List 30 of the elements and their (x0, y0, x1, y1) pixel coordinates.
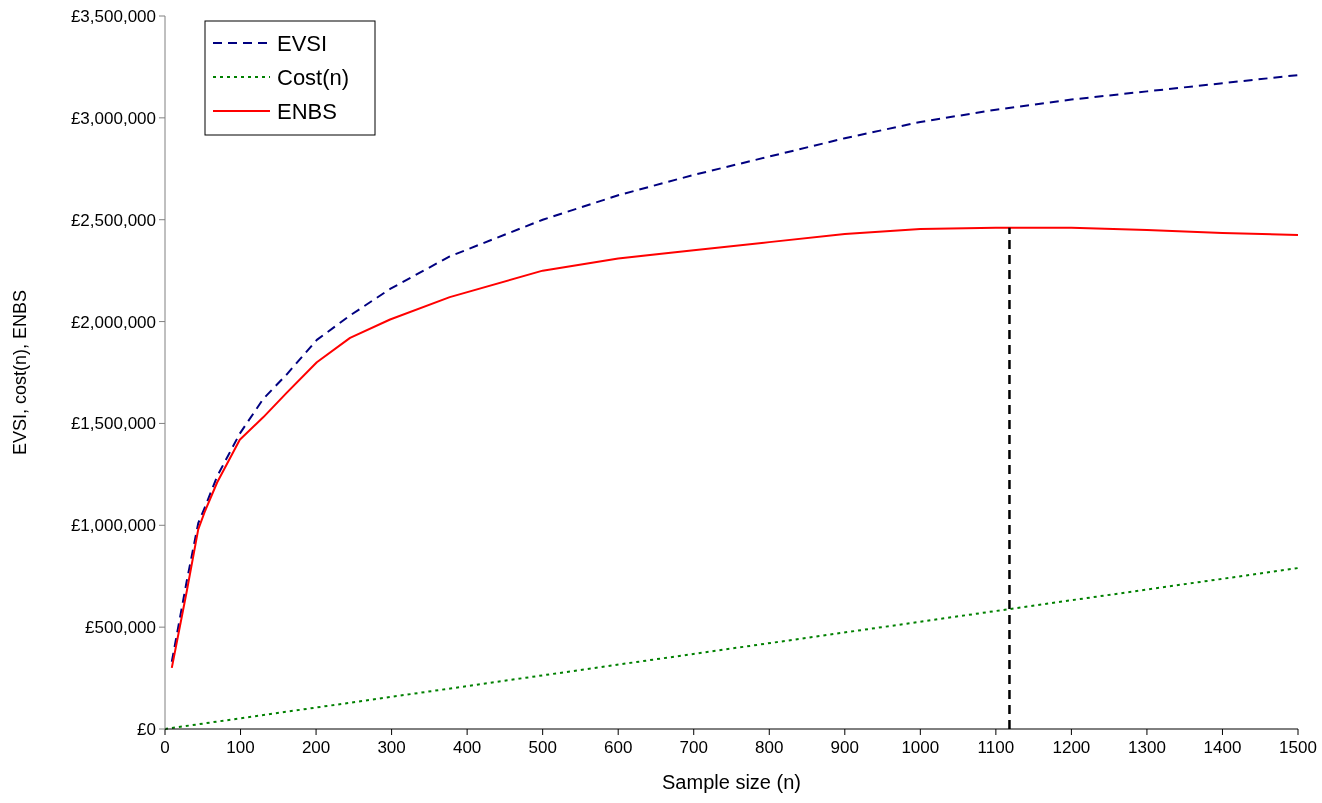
x-tick-label: 700 (679, 738, 708, 757)
x-tick-label: 1300 (1128, 738, 1166, 757)
x-tick-label: 900 (830, 738, 859, 757)
x-tick-label: 600 (604, 738, 633, 757)
y-tick-label: £3,000,000 (70, 108, 156, 128)
x-tick-label: 1500 (1279, 738, 1317, 757)
x-tick-label: 0 (160, 738, 170, 757)
x-tick-label: 1100 (977, 738, 1015, 757)
y-tick-label: £1,000,000 (70, 516, 156, 536)
x-tick-label: 800 (755, 738, 784, 757)
legend-label: EVSI (277, 31, 328, 56)
y-axis-title: EVSI, cost(n), ENBS (10, 289, 30, 456)
y-tick-label: £3,500,000 (70, 7, 156, 26)
x-tick-label: 500 (528, 738, 557, 757)
y-tick-label: £2,500,000 (70, 210, 156, 230)
x-tick-label: 1000 (901, 738, 940, 757)
legend-label: ENBS (277, 99, 337, 124)
y-tick-label: £0 (137, 720, 156, 739)
y-tick-label: £500,000 (85, 618, 156, 638)
x-tick-label: 300 (377, 738, 406, 757)
legend-label: Cost(n) (277, 65, 350, 90)
x-tick-label: 400 (452, 738, 482, 757)
y-tick-label: £1,500,000 (70, 414, 156, 434)
x-tick-label: 1400 (1203, 738, 1242, 757)
line-series (170, 226, 1299, 669)
x-tick-label: 200 (301, 738, 331, 757)
x-tick-label: 100 (226, 738, 255, 757)
y-tick-label: £2,000,000 (70, 312, 156, 332)
x-tick-label: 1200 (1052, 738, 1091, 757)
x-axis-title: Sample size (n) (662, 771, 801, 793)
